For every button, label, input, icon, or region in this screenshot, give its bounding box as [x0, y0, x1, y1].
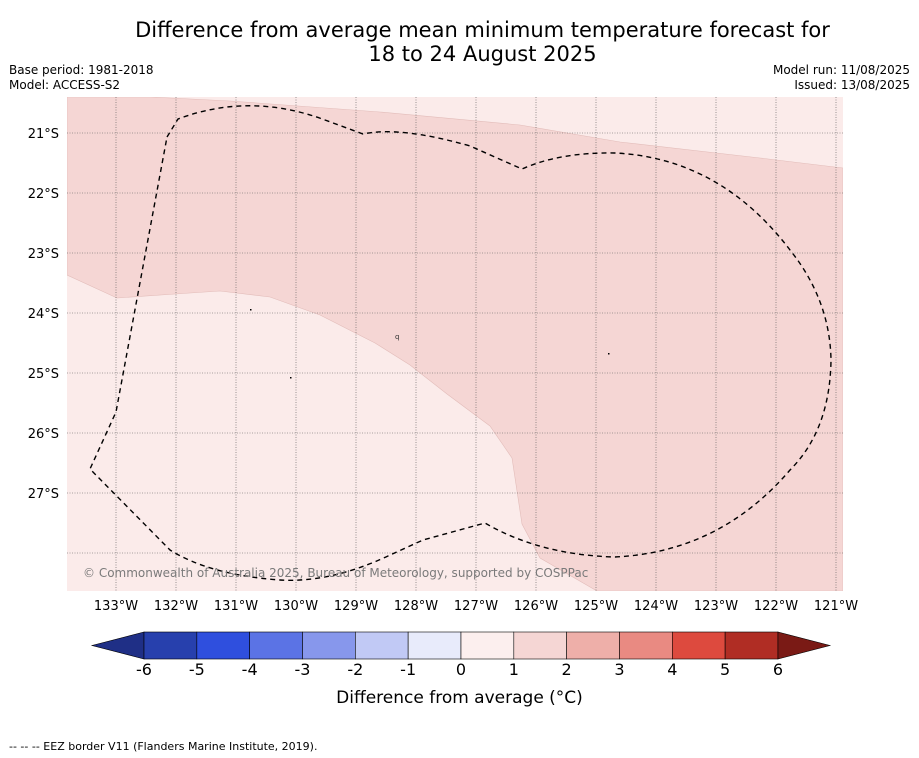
- colorbar-tick-label: 0: [456, 660, 466, 679]
- colorbar-segment: [566, 631, 620, 660]
- lat-label: 24°S: [28, 307, 59, 322]
- colorbar-extend-low: [90, 631, 145, 660]
- colorbar-tick-label: -2: [347, 660, 363, 679]
- title-line-2: 18 to 24 August 2025: [368, 42, 597, 66]
- anomaly-1-2-region: [67, 97, 843, 591]
- issued-date: Issued: 13/08/2025: [794, 78, 910, 92]
- colorbar-extend-high: [777, 631, 832, 660]
- colorbar-segment: [143, 631, 198, 660]
- svg-text:q: q: [395, 333, 399, 341]
- lon-label: 122°W: [754, 599, 798, 614]
- meta-left: Base period: 1981-2018 Model: ACCESS-S2: [9, 63, 154, 93]
- lat-label: 21°S: [28, 127, 59, 142]
- lon-label: 132°W: [154, 599, 198, 614]
- colorbar-tick-label: 5: [720, 660, 730, 679]
- map-title: Difference from average mean minimum tem…: [0, 18, 919, 66]
- lon-label: 125°W: [574, 599, 618, 614]
- colorbar-tick-label: 1: [509, 660, 519, 679]
- lat-label: 23°S: [28, 247, 59, 262]
- colorbar-tick-label: 6: [773, 660, 783, 679]
- colorbar-tick-label: 3: [614, 660, 624, 679]
- lat-tick-labels: 21°S 22°S 23°S 24°S 25°S 26°S 27°S: [28, 127, 59, 502]
- colorbar-segment: [355, 631, 409, 660]
- lat-label: 22°S: [28, 187, 59, 202]
- colorbar-tick-label: -4: [242, 660, 258, 679]
- map-area: q © Commonwealth of Australia 2025, Bure…: [67, 97, 843, 591]
- colorbar-segment: [724, 631, 779, 660]
- copyright-text: © Commonwealth of Australia 2025, Bureau…: [83, 566, 588, 580]
- colorbar-tick-label: 2: [562, 660, 572, 679]
- model-run: Model run: 11/08/2025: [772, 63, 910, 77]
- colorbar-segment: [407, 631, 462, 660]
- lat-label: 25°S: [28, 367, 59, 382]
- lon-label: 129°W: [334, 599, 378, 614]
- colorbar-segment: [460, 631, 515, 660]
- eez-border: [89, 105, 832, 581]
- lon-label: 130°W: [274, 599, 318, 614]
- island-markers: q: [250, 309, 610, 379]
- title-line-1: Difference from average mean minimum tem…: [135, 18, 830, 42]
- lon-label: 124°W: [634, 599, 678, 614]
- lat-label: 26°S: [28, 427, 59, 442]
- colorbar-segment: [671, 631, 726, 660]
- lat-label: 27°S: [28, 487, 59, 502]
- footer-legend: -- -- -- EEZ border V11 (Flanders Marine…: [9, 740, 318, 753]
- latitude-gridlines: [67, 132, 843, 554]
- model-name: Model: ACCESS-S2: [9, 78, 121, 92]
- colorbar-segment: [196, 631, 250, 660]
- colorbar-tick-label: -1: [400, 660, 416, 679]
- lon-tick-labels: 133°W 132°W 131°W 130°W 129°W 128°W 127°…: [94, 599, 858, 614]
- lon-label: 127°W: [454, 599, 498, 614]
- colorbar-tick-label: -3: [295, 660, 311, 679]
- colorbar-segment: [619, 631, 673, 660]
- lon-label: 121°W: [814, 599, 858, 614]
- colorbar-tick-label: 4: [667, 660, 677, 679]
- meta-right: Model run: 11/08/2025 Issued: 13/08/2025: [773, 63, 910, 93]
- lon-label: 126°W: [514, 599, 558, 614]
- colorbar-segment: [302, 631, 356, 660]
- base-period: Base period: 1981-2018: [9, 63, 154, 77]
- colorbar-segment: [513, 631, 567, 660]
- lon-label: 131°W: [214, 599, 258, 614]
- colorbar-segment: [249, 631, 303, 660]
- colorbar: -6 -5 -4 -3 -2 -1 0 1 2 3 4 5 6: [90, 631, 832, 679]
- lon-label: 128°W: [394, 599, 438, 614]
- lon-label: 133°W: [94, 599, 138, 614]
- colorbar-label: Difference from average (°C): [336, 688, 583, 708]
- lon-label: 123°W: [694, 599, 738, 614]
- colorbar-tick-label: -6: [136, 660, 152, 679]
- colorbar-tick-label: -5: [189, 660, 205, 679]
